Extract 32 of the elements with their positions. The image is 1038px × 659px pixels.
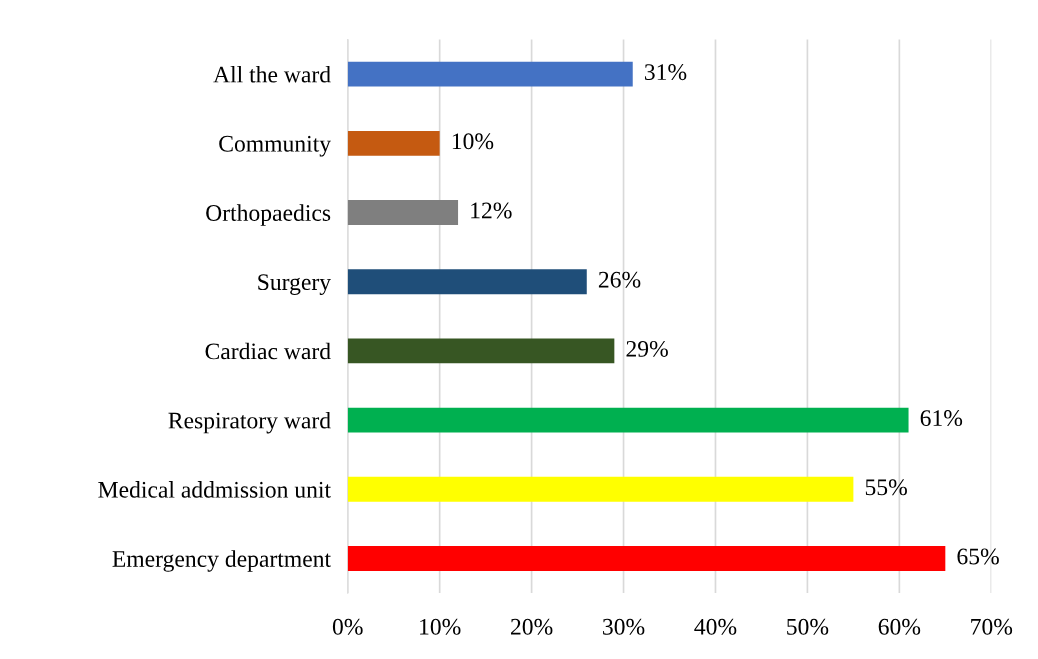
bar (347, 269, 587, 295)
bar (347, 476, 854, 502)
y-tick-label: Emergency department (112, 550, 331, 572)
y-tick-label: Orthopaedics (206, 204, 331, 226)
y-tick-label: Respiratory ward (168, 411, 331, 434)
data-label: 12% (471, 202, 512, 219)
bar (347, 130, 440, 156)
x-tick-label: 40% (694, 618, 737, 635)
bar (347, 200, 459, 225)
y-tick-label: Cardiac ward (205, 342, 331, 360)
x-tick-label: 60% (878, 618, 921, 635)
x-tick-label: 30% (603, 618, 645, 635)
x-tick-label: 70% (971, 618, 1013, 635)
x-tick-label: 50% (787, 618, 829, 635)
bar (347, 546, 946, 571)
data-label: 29% (626, 340, 668, 357)
bar (347, 61, 633, 87)
data-label: 31% (644, 64, 687, 81)
y-tick-label: All the ward (213, 65, 331, 83)
x-tick-label: 10% (420, 618, 461, 635)
data-label: 10% (452, 133, 494, 150)
bar (347, 407, 909, 433)
x-tick-label: 20% (511, 618, 553, 635)
x-tick-label: 0% (332, 618, 363, 635)
y-tick-label: Community (219, 135, 331, 157)
data-label: 55% (865, 479, 907, 496)
data-label: 26% (598, 271, 641, 288)
data-label: 65% (957, 548, 999, 565)
y-tick-label: Medical addmission unit (98, 481, 331, 498)
data-label: 61% (920, 410, 963, 427)
bar (347, 338, 615, 364)
y-tick-label: Surgery (258, 274, 331, 295)
